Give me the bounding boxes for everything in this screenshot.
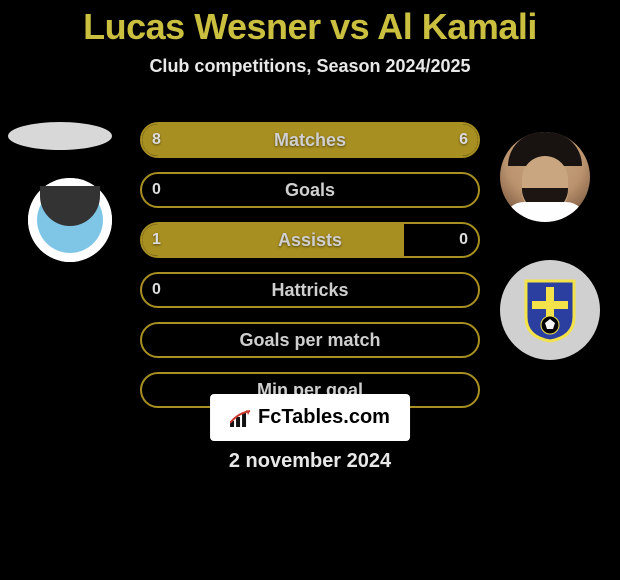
stat-bar-fill-left — [142, 224, 404, 256]
avatar-shoulders — [504, 202, 586, 222]
stat-bar: Goals0 — [140, 172, 480, 208]
comparison-card: Lucas Wesner vs Al Kamali Club competiti… — [0, 0, 620, 580]
stat-bar-label: Goals per match — [142, 324, 478, 356]
brand-badge: FcTables.com — [210, 394, 410, 441]
club-left-emblem — [40, 186, 100, 226]
stat-bar-label: Goals — [142, 174, 478, 206]
stat-bar-value-left: 0 — [152, 174, 161, 206]
brand-badge-text: FcTables.com — [258, 406, 390, 429]
stat-bar-value-right: 0 — [459, 224, 468, 256]
stat-bar: Matches86 — [140, 122, 480, 158]
page-title: Lucas Wesner vs Al Kamali — [0, 0, 620, 48]
stat-bar: Goals per match — [140, 322, 480, 358]
footer-date: 2 november 2024 — [0, 450, 620, 473]
player-left-club-badge — [28, 178, 112, 262]
stat-bar-value-left: 0 — [152, 274, 161, 306]
stat-bar-fill-right — [334, 124, 478, 156]
stat-bar-label: Hattricks — [142, 274, 478, 306]
page-subtitle: Club competitions, Season 2024/2025 — [0, 56, 620, 77]
player-left-avatar — [8, 122, 112, 150]
player-right-avatar — [500, 132, 590, 222]
stat-bar: Hattricks0 — [140, 272, 480, 308]
club-right-shield — [522, 277, 578, 343]
stat-bar-fill-left — [142, 124, 334, 156]
player-right-club-badge — [500, 260, 600, 360]
brand-icon — [230, 409, 252, 427]
stat-bar: Assists10 — [140, 222, 480, 258]
stat-bar-list: Matches86Goals0Assists10Hattricks0Goals … — [140, 122, 480, 422]
